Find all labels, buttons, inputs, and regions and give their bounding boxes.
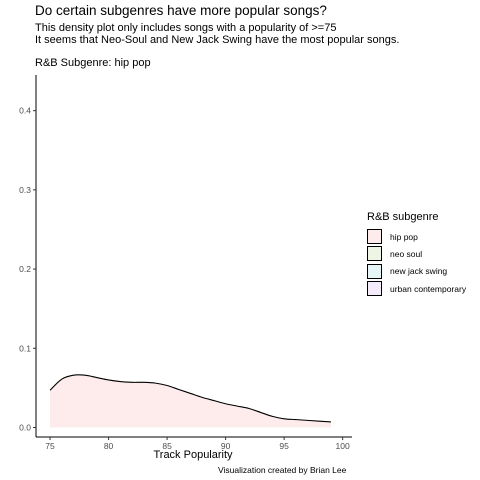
x-tick-label: 95 [279, 441, 289, 451]
legend-item: new jack swing [367, 263, 466, 280]
x-axis-title: Track Popularity [153, 449, 233, 461]
plot-area [49, 374, 331, 428]
y-tick-label: 0.2 [19, 264, 31, 274]
chart-title: Do certain subgenres have more popular s… [35, 3, 327, 18]
legend-key [367, 246, 382, 262]
x-tick-label: 80 [104, 441, 114, 451]
legend: R&B subgenre hip pop neo soul new jack swi… [367, 211, 466, 297]
legend-key [367, 281, 382, 297]
x-tick-label: 90 [221, 441, 231, 451]
legend-title: R&B subgenre [367, 211, 439, 223]
legend-item: neo soul [367, 245, 466, 262]
legend-item: urban contemporary [367, 280, 466, 297]
density-line-hip-pop [49, 374, 331, 423]
subtitle-line-1: This density plot only includes songs wi… [35, 22, 337, 34]
density-area-hip-pop [50, 374, 331, 428]
legend-item: hip pop [367, 228, 466, 245]
caption: Visualization created by Brian Lee [218, 465, 347, 475]
chart-subtitle: This density plot only includes songs wi… [35, 22, 399, 46]
legend-label: hip pop [390, 231, 418, 242]
legend-items: hip pop neo soul new jack swing urban conte… [367, 228, 466, 297]
facet-label: R&B Subgenre: hip pop [35, 57, 151, 69]
y-tick-label: 0.0 [19, 422, 31, 432]
axes: 0.0 0.1 0.2 0.3 0.4 75 80 85 90 95 100 [19, 75, 352, 451]
subtitle-line-2: It seems that Neo-Soul and New Jack Swin… [35, 34, 400, 46]
x-tick-label: 100 [336, 441, 350, 451]
legend-label: new jack swing [390, 266, 448, 277]
x-tick-label: 85 [162, 441, 172, 451]
x-tick-label: 75 [45, 441, 55, 451]
legend-key [367, 229, 382, 245]
legend-label: urban contemporary [390, 283, 467, 294]
y-tick-label: 0.1 [19, 343, 31, 353]
legend-label: neo soul [390, 248, 423, 259]
y-tick-label: 0.4 [19, 106, 31, 116]
y-tick-label: 0.3 [19, 185, 31, 195]
legend-key [367, 263, 382, 279]
